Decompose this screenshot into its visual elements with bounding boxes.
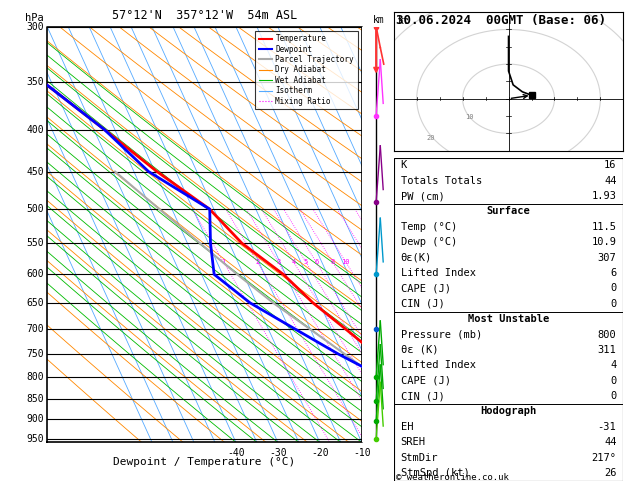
Text: 6: 6 bbox=[610, 268, 616, 278]
Text: km: km bbox=[373, 15, 385, 25]
Text: 350: 350 bbox=[26, 77, 44, 87]
Text: kt: kt bbox=[398, 17, 410, 26]
Text: 2: 2 bbox=[255, 259, 260, 265]
Text: -40: -40 bbox=[227, 449, 245, 458]
Text: Dewpoint / Temperature (°C): Dewpoint / Temperature (°C) bbox=[113, 457, 296, 467]
Text: 20: 20 bbox=[482, 449, 493, 458]
Text: 0: 0 bbox=[610, 391, 616, 401]
Text: -30: -30 bbox=[269, 449, 287, 458]
Text: Hodograph: Hodograph bbox=[481, 406, 537, 417]
Text: 4: 4 bbox=[365, 253, 370, 262]
Text: ASL: ASL bbox=[372, 37, 386, 46]
Text: 20: 20 bbox=[426, 135, 435, 141]
Text: K: K bbox=[401, 160, 407, 170]
Text: Lifted Index: Lifted Index bbox=[401, 360, 476, 370]
Text: 11.5: 11.5 bbox=[591, 222, 616, 232]
Text: 8: 8 bbox=[365, 75, 370, 84]
Text: StmSpd (kt): StmSpd (kt) bbox=[401, 468, 469, 478]
Text: 800: 800 bbox=[598, 330, 616, 340]
Text: 300: 300 bbox=[26, 22, 44, 32]
Text: 7: 7 bbox=[365, 107, 370, 117]
Text: 0: 0 bbox=[610, 299, 616, 309]
Text: StmDir: StmDir bbox=[401, 452, 438, 463]
Text: 3: 3 bbox=[276, 259, 281, 265]
Text: 44: 44 bbox=[604, 437, 616, 447]
Text: 550: 550 bbox=[26, 238, 44, 248]
Text: 10: 10 bbox=[342, 259, 350, 265]
Text: 400: 400 bbox=[26, 124, 44, 135]
Text: CIN (J): CIN (J) bbox=[401, 391, 445, 401]
Text: 800: 800 bbox=[26, 372, 44, 382]
Text: Most Unstable: Most Unstable bbox=[468, 314, 549, 324]
Text: 3: 3 bbox=[365, 315, 370, 324]
Text: 450: 450 bbox=[26, 167, 44, 176]
Text: Surface: Surface bbox=[487, 207, 530, 216]
Text: 650: 650 bbox=[26, 298, 44, 308]
Text: -31: -31 bbox=[598, 422, 616, 432]
Text: 10.9: 10.9 bbox=[591, 237, 616, 247]
Text: hPa: hPa bbox=[25, 13, 44, 22]
Text: © weatheronline.co.uk: © weatheronline.co.uk bbox=[396, 473, 509, 482]
Text: 1.93: 1.93 bbox=[591, 191, 616, 201]
Text: Pressure (mb): Pressure (mb) bbox=[401, 330, 482, 340]
Text: 26: 26 bbox=[604, 468, 616, 478]
Text: 30: 30 bbox=[523, 449, 535, 458]
Text: 1: 1 bbox=[221, 259, 226, 265]
Text: θε (K): θε (K) bbox=[401, 345, 438, 355]
Text: Totals Totals: Totals Totals bbox=[401, 175, 482, 186]
Text: 10: 10 bbox=[465, 115, 474, 121]
Text: 16: 16 bbox=[604, 160, 616, 170]
Text: 6: 6 bbox=[365, 153, 370, 161]
Text: Lifted Index: Lifted Index bbox=[401, 268, 476, 278]
Text: Mixing Ratio (g/kg): Mixing Ratio (g/kg) bbox=[408, 183, 416, 286]
Text: 217°: 217° bbox=[591, 452, 616, 463]
Text: Temp (°C): Temp (°C) bbox=[401, 222, 457, 232]
Text: 4: 4 bbox=[610, 360, 616, 370]
Text: 850: 850 bbox=[26, 394, 44, 404]
Text: 57°12'N  357°12'W  54m ASL: 57°12'N 357°12'W 54m ASL bbox=[112, 9, 297, 22]
Text: -10: -10 bbox=[353, 449, 370, 458]
Text: CIN (J): CIN (J) bbox=[401, 299, 445, 309]
Text: 4: 4 bbox=[292, 259, 296, 265]
Text: LCL: LCL bbox=[365, 433, 381, 442]
Text: 311: 311 bbox=[598, 345, 616, 355]
Text: Dewp (°C): Dewp (°C) bbox=[401, 237, 457, 247]
Text: 750: 750 bbox=[26, 349, 44, 359]
Text: -20: -20 bbox=[311, 449, 328, 458]
Text: 30.06.2024  00GMT (Base: 06): 30.06.2024 00GMT (Base: 06) bbox=[396, 14, 606, 27]
Text: 0: 0 bbox=[401, 449, 406, 458]
Text: 44: 44 bbox=[604, 175, 616, 186]
Text: 0: 0 bbox=[610, 283, 616, 294]
Text: 6: 6 bbox=[314, 259, 318, 265]
Text: 900: 900 bbox=[26, 414, 44, 424]
Text: 700: 700 bbox=[26, 325, 44, 334]
Text: PW (cm): PW (cm) bbox=[401, 191, 445, 201]
Text: CAPE (J): CAPE (J) bbox=[401, 376, 450, 386]
Text: 5: 5 bbox=[304, 259, 308, 265]
Text: θε(K): θε(K) bbox=[401, 253, 432, 262]
Text: 0: 0 bbox=[610, 376, 616, 386]
Text: 500: 500 bbox=[26, 204, 44, 214]
Text: EH: EH bbox=[401, 422, 413, 432]
Text: 307: 307 bbox=[598, 253, 616, 262]
Text: 10: 10 bbox=[440, 449, 452, 458]
Text: 1: 1 bbox=[365, 412, 370, 421]
Text: SREH: SREH bbox=[401, 437, 426, 447]
Text: 8: 8 bbox=[331, 259, 335, 265]
Text: 600: 600 bbox=[26, 269, 44, 279]
Text: 950: 950 bbox=[26, 434, 44, 444]
Text: 5: 5 bbox=[365, 200, 370, 208]
Text: 2: 2 bbox=[365, 373, 370, 382]
Text: CAPE (J): CAPE (J) bbox=[401, 283, 450, 294]
Legend: Temperature, Dewpoint, Parcel Trajectory, Dry Adiabat, Wet Adiabat, Isotherm, Mi: Temperature, Dewpoint, Parcel Trajectory… bbox=[255, 31, 358, 109]
